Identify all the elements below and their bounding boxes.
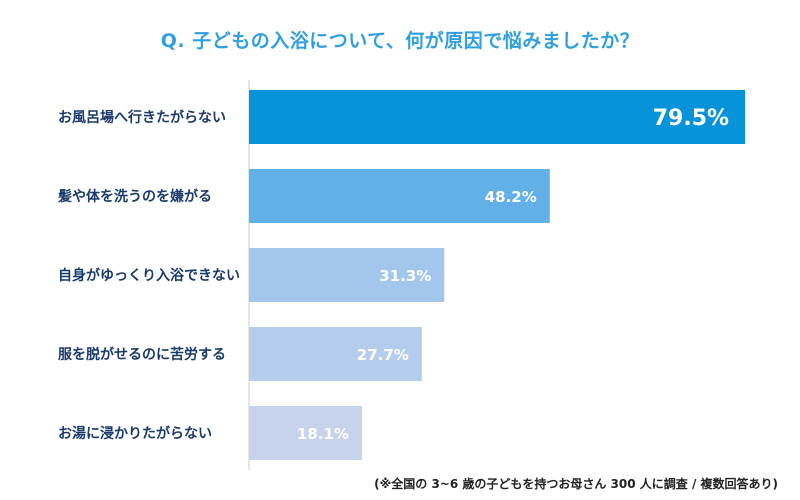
value-label-1: 79.5% [653, 106, 729, 131]
bar-5 [249, 406, 362, 460]
value-labels: 79.5% 48.2% 31.3% 27.7% 18.1% [297, 106, 729, 443]
bar-3 [249, 248, 445, 302]
bar-4 [249, 327, 422, 381]
category-label-3: 自身がゆっくり入浴できない [58, 267, 240, 284]
value-label-3: 31.3% [379, 267, 431, 285]
value-label-4: 27.7% [357, 346, 409, 364]
category-label-2: 髪や体を洗うのを嫌がる [57, 188, 212, 205]
bar-1 [249, 90, 746, 144]
chart-title: Q. 子どもの入浴について、何が原因で悩みましたか？ [160, 30, 640, 52]
value-label-5: 18.1% [297, 425, 349, 443]
bar-2 [249, 169, 550, 223]
bar-group [249, 90, 746, 460]
footnote: (※全国の 3~6 歳の子どもを持つお母さん 300 人に調査 / 複数回答あり… [374, 477, 778, 491]
category-label-1: お風呂場へ行きたがらない [58, 109, 226, 126]
category-label-5: お湯に浸かりたがらない [58, 425, 212, 442]
category-labels: お風呂場へ行きたがらない髪や体を洗うのを嫌がる自身がゆっくり入浴できない服を脱が… [57, 109, 240, 442]
value-label-2: 48.2% [485, 188, 537, 206]
category-label-4: 服を脱がせるのに苦労する [58, 346, 226, 363]
